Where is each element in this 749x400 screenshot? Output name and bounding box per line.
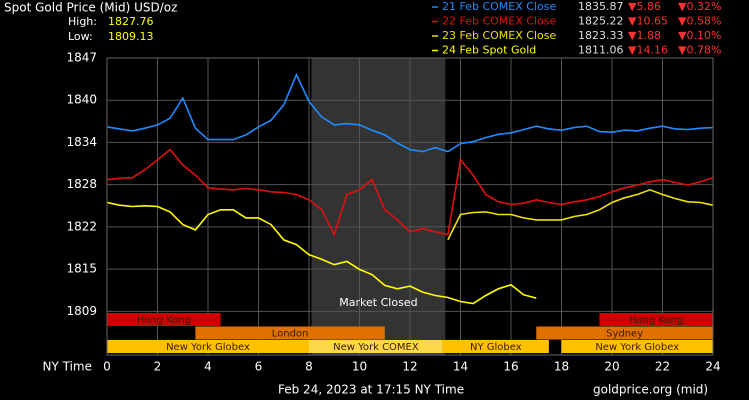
price-line xyxy=(447,188,714,241)
legend-close: 1825.22 xyxy=(578,15,624,28)
legend-close: 1811.06 xyxy=(578,44,624,57)
session-label: Sydney xyxy=(606,328,643,339)
session-label: New York Globex xyxy=(595,342,679,353)
legend-name: 21 Feb COMEX Close xyxy=(442,0,556,13)
session-label: NY Globex xyxy=(470,342,522,353)
x-tick-label: 24 xyxy=(705,360,720,374)
legend-change: ▼1.88 xyxy=(628,29,661,42)
session-bar xyxy=(561,340,713,353)
low-value: 1809.13 xyxy=(108,30,154,43)
y-tick-label: 1828 xyxy=(66,177,97,191)
x-tick-label: 8 xyxy=(305,360,313,374)
high-label: High: xyxy=(68,15,97,28)
y-tick-label: 1834 xyxy=(66,135,97,149)
y-tick-label: 1840 xyxy=(66,93,97,107)
legend-name: 24 Feb Spot Gold xyxy=(442,44,536,57)
x-tick-label: 12 xyxy=(402,360,417,374)
legend-change-pct: ▼0.10% xyxy=(678,29,721,42)
session-bar xyxy=(107,340,309,353)
x-tick-label: 0 xyxy=(103,360,111,374)
legend-change-pct: ▼0.78% xyxy=(678,44,721,57)
footer-date: Feb 24, 2023 at 17:15 NY Time xyxy=(278,383,464,397)
legend-change-pct: ▼0.32% xyxy=(678,0,721,13)
x-tick-label: 2 xyxy=(154,360,162,374)
session-bar xyxy=(195,326,385,340)
session-bar xyxy=(599,313,713,326)
x-tick-label: 14 xyxy=(453,360,468,374)
session-bar xyxy=(309,340,443,353)
legend-name: 22 Feb COMEX Close xyxy=(442,15,556,28)
session-bar xyxy=(536,326,713,340)
session-bar xyxy=(107,313,221,326)
legend-change: ▼5.86 xyxy=(628,0,661,13)
legend-close: 1823.33 xyxy=(578,29,624,42)
y-tick-label: 1815 xyxy=(66,262,97,276)
high-value: 1827.76 xyxy=(108,15,154,28)
legend-close: 1835.87 xyxy=(578,0,624,13)
session-label: New York COMEX xyxy=(333,342,419,353)
footer-source: goldprice.org (mid) xyxy=(593,383,708,397)
session-bar xyxy=(442,340,549,353)
session-label: London xyxy=(272,328,309,339)
market-closed-label: Market Closed xyxy=(339,296,417,309)
x-tick-label: 10 xyxy=(352,360,367,374)
chart-title: Spot Gold Price (Mid) USD/oz xyxy=(4,1,177,15)
low-label: Low: xyxy=(68,30,93,43)
legend-change-pct: ▼0.58% xyxy=(678,15,721,28)
legend-change: ▼14.16 xyxy=(628,44,668,57)
price-line xyxy=(106,201,537,305)
y-tick-label: 1822 xyxy=(66,219,97,233)
session-label: New York Globex xyxy=(166,342,250,353)
session-label: Hong Kong xyxy=(137,315,191,326)
plot-frame xyxy=(106,57,714,356)
session-label: Hong Kong xyxy=(629,315,683,326)
x-tick-label: 16 xyxy=(503,360,518,374)
legend-name: 23 Feb COMEX Close xyxy=(442,29,556,42)
x-tick-label: 18 xyxy=(554,360,569,374)
price-line xyxy=(106,72,714,153)
y-tick-label: 1809 xyxy=(66,304,97,318)
x-tick-label: 6 xyxy=(255,360,263,374)
x-tick-label: 22 xyxy=(655,360,670,374)
legend-change: ▼10.65 xyxy=(628,15,668,28)
x-tick-label: 20 xyxy=(604,360,619,374)
x-axis-label: NY Time xyxy=(43,360,93,374)
x-tick-label: 4 xyxy=(204,360,212,374)
y-tick-label: 1847 xyxy=(66,51,97,65)
price-line xyxy=(106,148,714,237)
market-closed-band xyxy=(311,58,446,355)
